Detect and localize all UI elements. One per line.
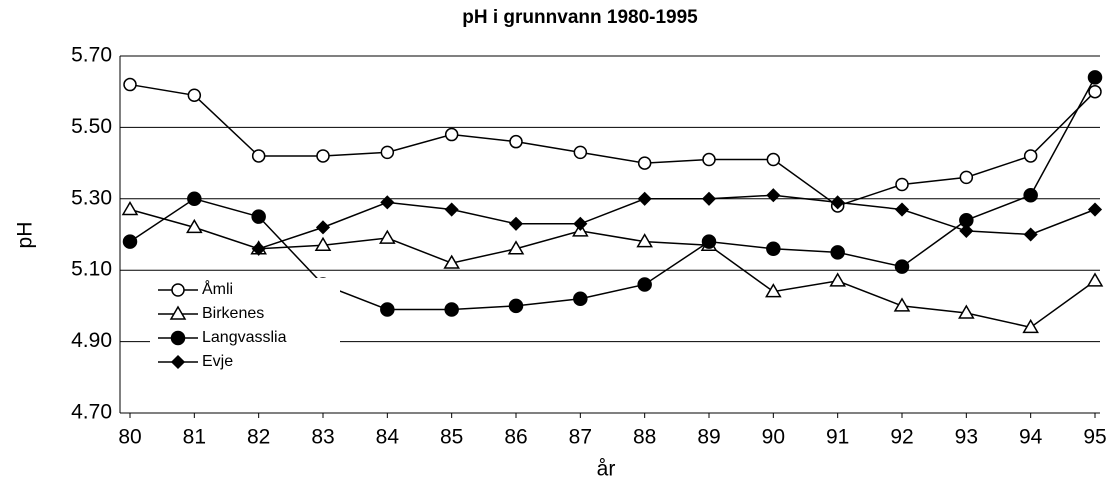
marker [251,149,266,163]
marker [315,220,331,235]
y-tick-label: 5.50 [71,115,112,138]
x-tick-label: 89 [697,426,720,449]
marker [894,202,910,217]
x-tick-label: 80 [118,426,141,449]
y-tick-label: 5.70 [71,44,112,67]
marker [637,156,652,170]
marker [894,259,910,274]
marker [1087,70,1103,85]
y-tick-label: 4.70 [71,401,112,424]
marker [316,149,330,163]
x-tick-label: 94 [1019,426,1043,449]
series-line [258,194,1096,250]
marker [958,304,975,319]
x-tick-label: 82 [247,426,270,449]
marker [443,254,460,269]
marker [314,236,332,251]
marker [1023,187,1038,203]
marker [636,233,653,248]
marker [637,277,652,292]
marker [573,216,588,231]
marker [507,240,525,255]
marker [959,170,974,185]
legend-label: Evje [202,353,233,370]
marker [893,297,911,312]
x-tick-label: 83 [311,426,334,449]
series-line [129,77,1096,311]
marker [766,188,781,203]
marker [895,177,909,192]
x-tick-label: 85 [440,426,463,449]
marker [380,302,395,317]
x-axis-label: år [597,458,616,481]
marker [765,283,782,298]
legend-label: Langvasslia [202,329,287,346]
marker [509,134,523,149]
marker [122,234,138,249]
marker [573,145,588,160]
marker [1086,272,1104,287]
y-tick-label: 5.10 [71,258,112,281]
marker [1087,202,1103,217]
marker [829,272,846,287]
marker [187,191,202,207]
x-tick-label: 91 [826,426,849,449]
y-tick-label: 4.90 [71,329,112,352]
marker [1088,84,1102,99]
marker [830,195,845,210]
series-line [129,83,1096,207]
marker [702,152,716,167]
x-tick-label: 88 [633,426,656,449]
x-tick-label: 86 [504,426,527,449]
marker [701,191,717,206]
marker [121,201,139,216]
x-tick-label: 81 [183,426,206,449]
marker [379,229,396,244]
marker [251,209,266,224]
marker [1023,227,1038,242]
marker [959,223,974,238]
marker [123,77,137,92]
marker [637,191,652,206]
marker [508,298,524,314]
marker [169,305,187,320]
marker [508,216,524,231]
marker [380,145,395,160]
y-axis-label: pH [14,222,37,249]
x-tick-label: 92 [890,426,913,449]
legend-label: Åmli [202,279,233,298]
marker [187,88,202,103]
marker [830,245,845,260]
marker [766,152,781,167]
marker [186,218,203,234]
marker [444,302,459,317]
marker [1023,149,1038,163]
marker [170,330,186,346]
y-tick-label: 5.30 [71,186,112,209]
marker [701,234,717,249]
marker [380,195,395,210]
marker [171,283,185,297]
marker [170,354,186,370]
marker [573,291,588,307]
x-tick-label: 95 [1083,426,1106,449]
x-tick-label: 84 [376,426,400,449]
marker [1022,318,1039,334]
marker [444,202,459,217]
marker [444,127,459,142]
marker [251,241,266,256]
legend-label: Birkenes [202,305,264,322]
series-line [129,208,1096,329]
chart-title: pH i grunnvann 1980-1995 [462,7,698,28]
marker [766,241,781,257]
x-tick-label: 87 [569,426,592,449]
x-tick-label: 90 [762,426,785,449]
x-tick-label: 93 [955,426,978,449]
